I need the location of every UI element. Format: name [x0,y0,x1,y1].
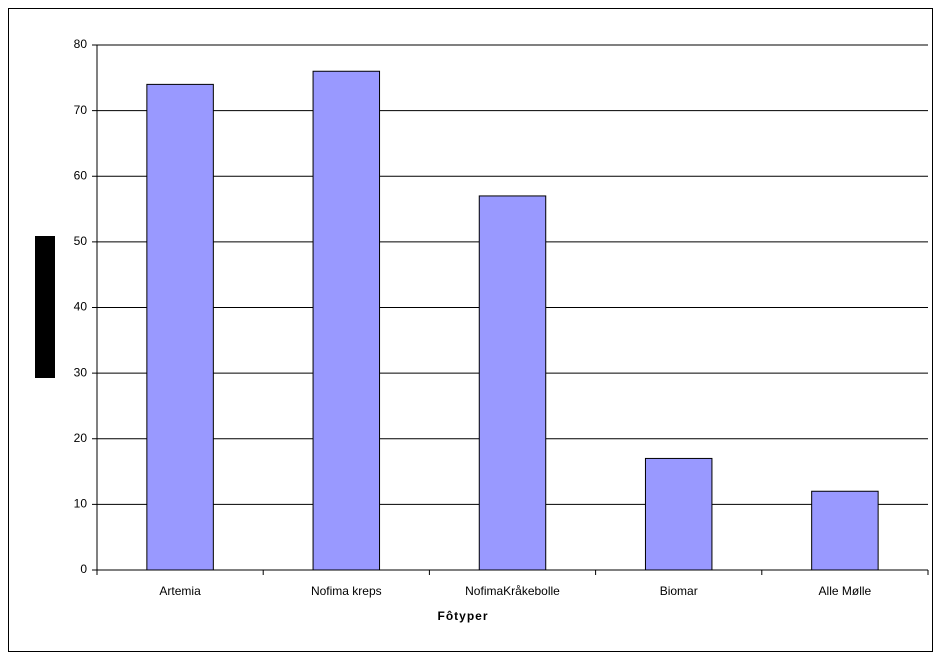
y-tick-label: 20 [74,431,88,445]
y-tick-label: 0 [80,562,87,576]
x-tick-label: NofimaKråkebolle [465,584,560,598]
y-tick-label: 50 [74,234,88,248]
y-tick-label: 40 [74,300,88,314]
bar [478,195,547,571]
y-tick-label: 80 [74,37,88,51]
bar [146,83,214,571]
y-tick-label: 30 [74,365,88,379]
redacted-label [35,236,55,378]
y-tick-label: 60 [74,168,88,182]
bar [644,457,713,571]
x-tick-label: Biomar [660,584,698,598]
x-tick-label: Artemia [159,584,201,598]
y-tick-label: 70 [74,103,88,117]
x-axis-title: Fôtyper [437,609,488,623]
y-tick-label: 10 [74,497,88,511]
bar [811,490,879,571]
x-tick-label: Alle Mølle [819,584,872,598]
bar [312,70,381,571]
x-tick-label: Nofima kreps [311,584,382,598]
